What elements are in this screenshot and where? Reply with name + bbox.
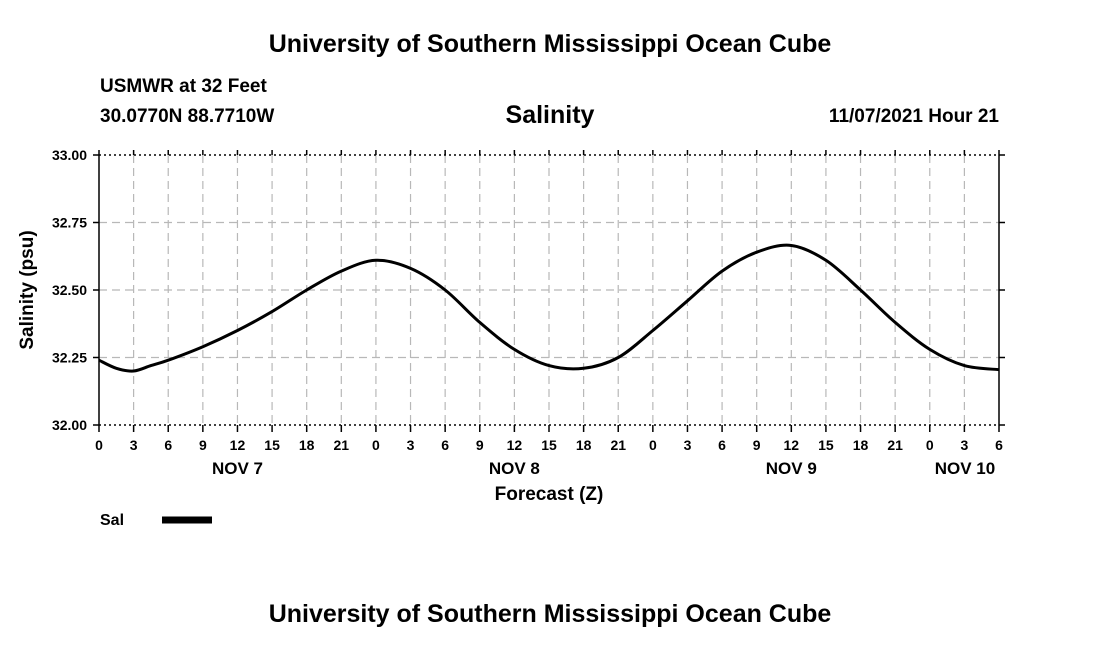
x-tick-label: 21 <box>334 437 350 453</box>
y-axis-title: Salinity (psu) <box>17 230 38 349</box>
x-tick-label: 12 <box>230 437 246 453</box>
x-tick-label: 18 <box>853 437 869 453</box>
x-tick-label: 3 <box>960 437 968 453</box>
x-tick-label: 9 <box>753 437 761 453</box>
x-tick-label: 9 <box>199 437 207 453</box>
x-tick-label: 15 <box>818 437 834 453</box>
x-tick-label: 0 <box>95 437 103 453</box>
page-title: University of Southern Mississippi Ocean… <box>268 30 832 58</box>
y-tick-label: 33.00 <box>52 147 87 163</box>
day-label: NOV 8 <box>489 459 540 478</box>
x-tick-label: 3 <box>407 437 415 453</box>
x-tick-label: 12 <box>507 437 523 453</box>
y-tick-label: 32.00 <box>52 417 87 433</box>
series-line-sal <box>98 243 1000 373</box>
x-axis-title: Forecast (Z) <box>495 484 604 505</box>
chart-title: Salinity <box>505 101 595 129</box>
x-tick-label: 15 <box>264 437 280 453</box>
x-tick-label: 9 <box>476 437 484 453</box>
y-tick-label: 32.25 <box>52 350 87 366</box>
day-label: NOV 7 <box>212 459 263 478</box>
day-label: NOV 10 <box>935 459 995 478</box>
x-tick-label: 0 <box>649 437 657 453</box>
axis-layer <box>93 150 1005 432</box>
x-tick-label: 21 <box>887 437 903 453</box>
x-tick-label: 3 <box>684 437 692 453</box>
station-label: USMWR at 32 Feet <box>100 76 267 97</box>
label-layer: 32.00 32.25 32.50 32.75 33.00 0 3 6 9 12 15 18 21 0 3 6… <box>17 147 1003 505</box>
footer-title: University of Southern Mississippi Ocean… <box>268 600 832 628</box>
x-tick-label: 3 <box>130 437 138 453</box>
x-tick-label: 6 <box>718 437 726 453</box>
x-tick-label: 15 <box>541 437 557 453</box>
x-tick-label: 6 <box>441 437 449 453</box>
legend: Sal <box>100 512 212 529</box>
y-tick-label: 32.75 <box>52 215 87 231</box>
x-tick-label: 0 <box>926 437 934 453</box>
legend-label: Sal <box>100 512 124 529</box>
x-tick-label: 18 <box>299 437 315 453</box>
grid-layer <box>99 155 999 425</box>
x-tick-label: 0 <box>372 437 380 453</box>
y-tick-label: 32.50 <box>52 282 87 298</box>
x-tick-label: 6 <box>164 437 172 453</box>
series-layer <box>98 243 1000 373</box>
x-tick-label: 12 <box>784 437 800 453</box>
day-label: NOV 9 <box>766 459 817 478</box>
forecast-date-label: 11/07/2021 Hour 21 <box>828 106 999 127</box>
coordinates-label: 30.0770N 88.7710W <box>100 106 275 127</box>
x-tick-label: 18 <box>576 437 592 453</box>
x-tick-label: 21 <box>610 437 626 453</box>
x-tick-label: 6 <box>995 437 1003 453</box>
